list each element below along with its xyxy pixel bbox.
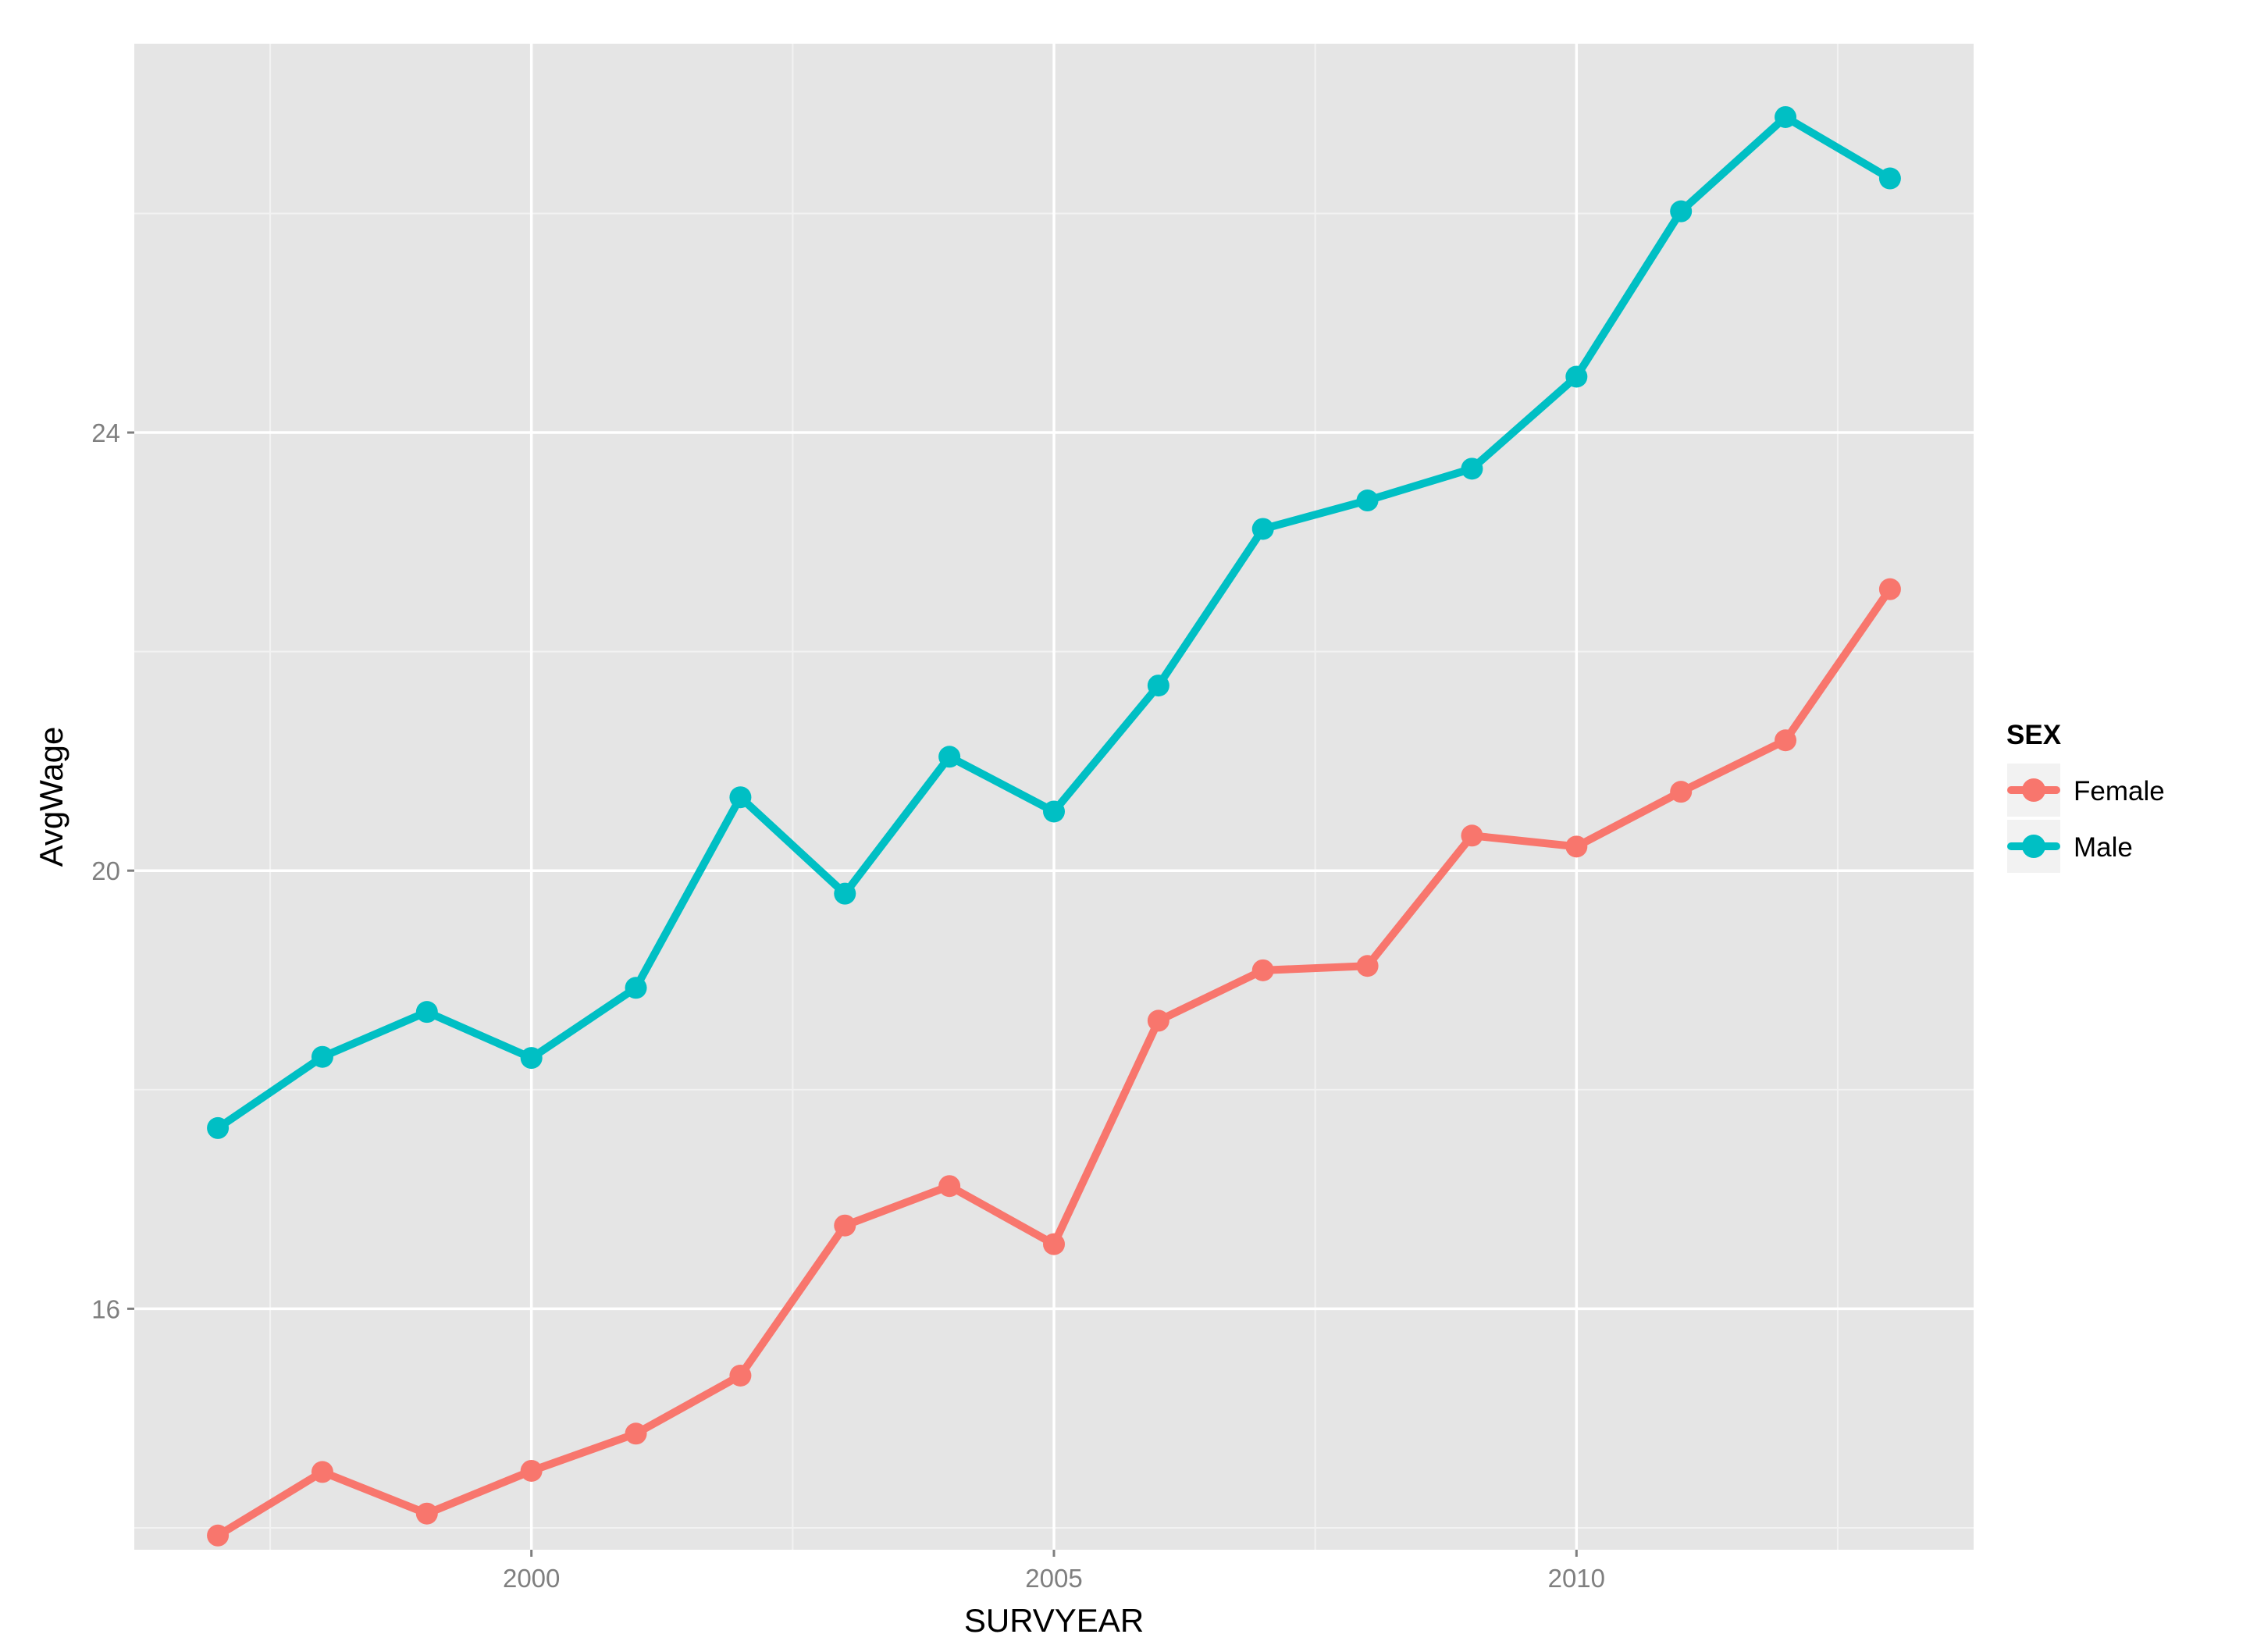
x-tick-label: 2005 [1025, 1564, 1082, 1593]
data-point-male [1878, 167, 1901, 190]
legend-title: SEX [2006, 720, 2062, 750]
data-point-male [625, 977, 647, 999]
data-point-male [834, 882, 856, 905]
series-points [207, 105, 1901, 1547]
data-point-female [1251, 959, 1274, 981]
data-point-male [1147, 675, 1169, 697]
y-tick-label: 16 [91, 1294, 120, 1323]
data-point-male [415, 1001, 438, 1024]
legend-label-male: Male [2074, 832, 2133, 863]
data-point-female [1043, 1233, 1065, 1255]
data-point-male [207, 1116, 230, 1139]
legend-label-female: Female [2074, 776, 2165, 806]
data-point-female [1670, 781, 1693, 803]
legend-key-point [2022, 835, 2045, 858]
data-point-male [729, 786, 752, 809]
y-axis: 16 20 24 [91, 418, 134, 1323]
x-tick-label: 2000 [503, 1564, 560, 1593]
y-tick-label: 20 [91, 856, 120, 885]
data-point-male [1775, 105, 1797, 128]
data-point-female [1878, 578, 1901, 600]
major-grid [134, 44, 1974, 1550]
data-point-female [1775, 729, 1797, 752]
x-axis: 2000 2005 2010 [503, 1550, 1605, 1593]
data-point-female [207, 1524, 230, 1547]
y-tick-label: 24 [91, 418, 120, 447]
x-axis-title: SURVYEAR [964, 1602, 1144, 1639]
data-point-female [415, 1502, 438, 1525]
data-point-female [1461, 824, 1483, 847]
data-point-female [520, 1459, 543, 1482]
y-axis-title: AvgWage [33, 727, 69, 867]
data-point-female [311, 1461, 333, 1483]
data-point-female [1147, 1009, 1169, 1032]
legend: SEX Female Male [2006, 720, 2165, 874]
data-point-female [625, 1422, 647, 1445]
data-point-female [1565, 835, 1588, 858]
data-point-male [1461, 458, 1483, 480]
data-point-female [834, 1214, 856, 1237]
data-point-female [938, 1175, 961, 1198]
data-point-male [1043, 800, 1065, 823]
data-point-female [1356, 955, 1379, 977]
data-point-male [938, 746, 961, 768]
legend-key-point [2022, 778, 2045, 802]
x-tick-label: 2010 [1548, 1564, 1605, 1593]
data-point-male [1670, 200, 1693, 223]
data-point-female [729, 1364, 752, 1387]
data-point-male [1356, 490, 1379, 512]
data-point-male [520, 1047, 543, 1070]
data-point-male [311, 1045, 333, 1068]
data-point-male [1251, 518, 1274, 540]
data-point-male [1565, 365, 1588, 388]
